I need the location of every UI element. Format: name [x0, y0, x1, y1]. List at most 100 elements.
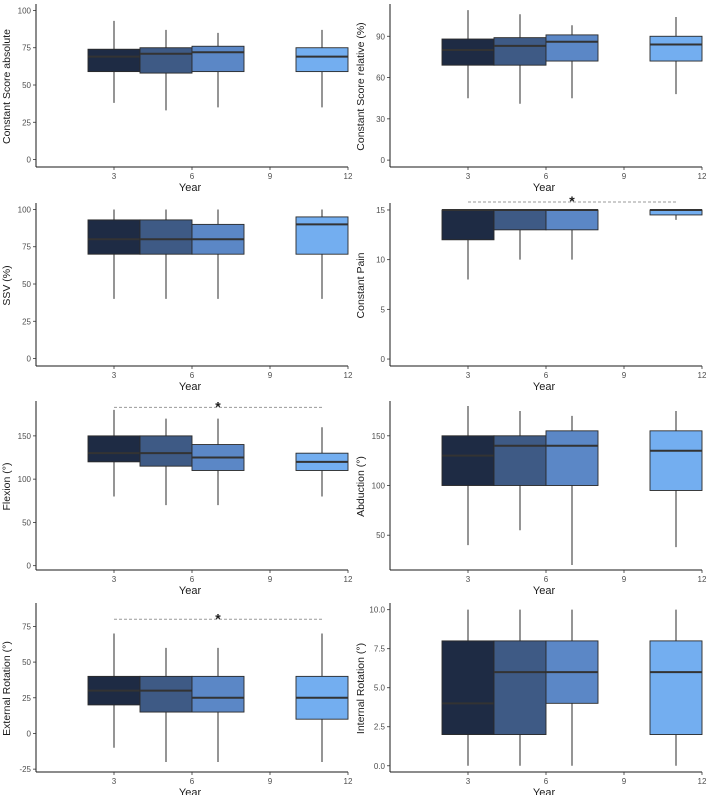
x-axis-title: Year [179, 787, 202, 795]
iqr-box [493, 640, 547, 735]
iqr-box [87, 219, 141, 255]
y-tick-label: 0 [381, 355, 386, 364]
y-tick-label: 25 [22, 317, 31, 326]
box-year-11 [649, 410, 703, 548]
box-year-5 [139, 418, 193, 506]
y-tick-label: 60 [376, 74, 385, 83]
y-tick-label: 150 [372, 432, 386, 441]
chart-panel-4: * 0 5 10 15 3 6 9 12 Year Constant Pain [355, 193, 707, 393]
y-axis-title: Constant Score relative (%) [355, 22, 367, 150]
x-axis-title: Year [533, 585, 556, 597]
y-tick-label: 0.0 [374, 762, 386, 771]
y-tick-label: 10.0 [369, 606, 385, 615]
box-year-7 [191, 418, 245, 506]
x-tick-label: 9 [268, 172, 273, 181]
y-axis-title: External Rotation (°) [1, 641, 13, 736]
chart-panel-3: 0 25 50 75 100 3 6 9 12 Year SSV (%) [1, 203, 353, 393]
x-tick-label: 12 [698, 777, 707, 786]
y-tick-label: 15 [376, 206, 385, 215]
box-year-3 [441, 208, 495, 280]
box-year-3 [441, 405, 495, 546]
iqr-box [493, 435, 547, 486]
chart-panel-7: * -25 0 25 50 75 3 6 9 12 Year External Rotation (°… [1, 603, 353, 795]
x-tick-label: 6 [544, 371, 549, 380]
x-tick-label: 3 [112, 777, 117, 786]
y-tick-label: 0 [27, 562, 32, 571]
significance-marker: * [569, 193, 575, 209]
x-tick-label: 3 [466, 777, 471, 786]
box-year-11 [295, 209, 349, 299]
y-axis-title: Flexion (°) [1, 463, 13, 511]
y-tick-label: 75 [22, 622, 31, 631]
box-year-3 [441, 609, 495, 766]
x-tick-label: 9 [268, 575, 273, 584]
significance-marker: * [215, 398, 221, 414]
box-year-7 [545, 609, 599, 766]
box-year-11 [295, 427, 349, 497]
x-tick-label: 6 [190, 777, 195, 786]
iqr-box [545, 209, 599, 231]
box-year-5 [139, 29, 193, 111]
chart-panel-5: * 0 50 100 150 3 6 9 12 Year Flexion (°) [1, 398, 353, 597]
iqr-box [493, 209, 547, 231]
iqr-box [87, 435, 141, 463]
box-year-5 [493, 208, 547, 260]
y-tick-label: 0 [381, 156, 386, 165]
y-tick-label: -25 [19, 765, 31, 774]
iqr-box [191, 675, 245, 713]
significance-marker: * [215, 610, 221, 626]
x-tick-label: 6 [190, 172, 195, 181]
x-tick-label: 6 [544, 575, 549, 584]
box-year-7 [191, 32, 245, 108]
box-year-5 [493, 609, 547, 766]
x-tick-label: 9 [268, 371, 273, 380]
y-axis-title: Constant Pain [355, 252, 367, 318]
y-tick-label: 150 [18, 432, 32, 441]
y-tick-label: 100 [18, 205, 32, 214]
x-tick-label: 12 [344, 777, 353, 786]
y-tick-label: 0 [27, 355, 32, 364]
x-tick-label: 3 [466, 172, 471, 181]
iqr-box [87, 48, 141, 73]
x-tick-label: 12 [698, 172, 707, 181]
y-tick-label: 50 [22, 518, 31, 527]
y-tick-label: 5 [381, 305, 386, 314]
iqr-box [191, 45, 245, 73]
y-tick-label: 100 [18, 6, 32, 15]
y-tick-label: 50 [22, 658, 31, 667]
box-year-5 [493, 14, 547, 104]
iqr-box [493, 37, 547, 66]
x-tick-label: 3 [112, 371, 117, 380]
box-year-7 [545, 25, 599, 99]
iqr-box [139, 435, 193, 467]
iqr-box [139, 675, 193, 713]
x-axis-title: Year [533, 182, 556, 194]
iqr-box [545, 34, 599, 62]
box-year-3 [87, 209, 141, 299]
y-tick-label: 50 [22, 81, 31, 90]
iqr-box [139, 219, 193, 255]
box-year-7 [191, 209, 245, 299]
y-axis-title: SSV (%) [1, 265, 13, 305]
y-tick-label: 90 [376, 32, 385, 41]
x-tick-label: 12 [698, 575, 707, 584]
y-tick-label: 25 [22, 694, 31, 703]
box-year-11 [649, 609, 703, 766]
box-year-5 [493, 410, 547, 531]
x-tick-label: 6 [544, 172, 549, 181]
y-axis-title: Internal Rotation (°) [355, 643, 367, 734]
iqr-box [441, 209, 495, 241]
iqr-box [545, 430, 599, 486]
x-tick-label: 6 [190, 371, 195, 380]
x-axis-title: Year [179, 182, 202, 194]
y-tick-label: 50 [376, 531, 385, 540]
iqr-box [649, 35, 703, 62]
box-year-11 [649, 17, 703, 95]
chart-panel-8: 0.0 2.5 5.0 7.5 10.0 3 6 9 12 Year Internal Rotati… [355, 603, 707, 795]
x-tick-label: 3 [112, 575, 117, 584]
x-tick-label: 9 [268, 777, 273, 786]
box-year-7 [191, 647, 245, 763]
x-tick-label: 6 [544, 777, 549, 786]
iqr-box [441, 640, 495, 735]
